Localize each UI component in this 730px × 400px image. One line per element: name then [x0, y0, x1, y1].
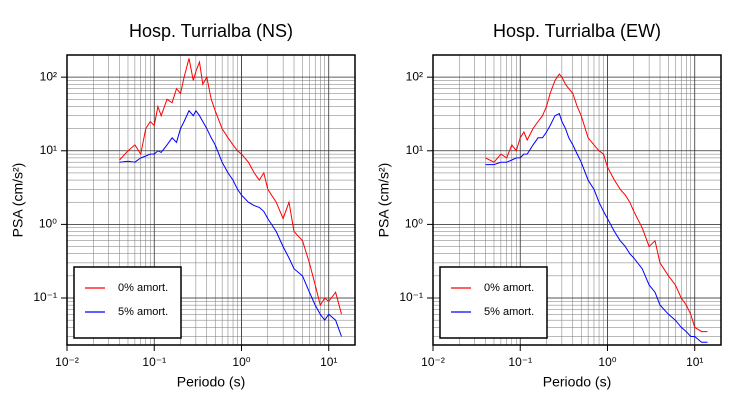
x-axis-label: Periodo (s): [543, 374, 611, 390]
x-tick-label: 10⁻¹: [142, 355, 166, 369]
legend: 0% amort. 5% amort.: [73, 266, 182, 339]
legend-label: 0% amort.: [118, 282, 168, 294]
x-tick-label: 10⁻²: [421, 355, 445, 369]
legend-box: [439, 266, 548, 339]
data-line: [119, 109, 342, 337]
x-tick-label: 10¹: [686, 355, 703, 369]
plot-frame: [432, 54, 722, 346]
x-tick-label: 10⁻²: [55, 355, 79, 369]
x-tick-label: 10¹: [320, 355, 337, 369]
legend-box: [73, 266, 182, 339]
x-axis-label: Periodo (s): [177, 374, 245, 390]
plot-frame: [66, 54, 356, 346]
y-axis-label: PSA (cm/s²): [376, 163, 392, 238]
chart: Hosp. Turrialba (EW) Periodo (s) PSA (cm/s…: [376, 21, 722, 390]
minor-grid: [66, 54, 356, 345]
chart-title: Hosp. Turrialba (EW): [493, 21, 661, 41]
chart-title: Hosp. Turrialba (NS): [129, 21, 293, 41]
legend: 0% amort. 5% amort.: [439, 266, 548, 339]
y-tick-label: 10¹: [40, 143, 57, 157]
y-tick-label: 10¹: [406, 143, 423, 157]
legend-label: 0% amort.: [484, 282, 534, 294]
data-line: [119, 58, 342, 315]
data-line: [485, 112, 708, 343]
y-tick-label: 10²: [406, 69, 423, 83]
data-line: [485, 73, 708, 333]
y-axis-label: PSA (cm/s²): [10, 163, 26, 238]
y-tick-label: 10²: [40, 69, 57, 83]
y-tick-label: 10⁰: [405, 217, 423, 231]
legend-label: 5% amort.: [118, 306, 168, 318]
y-tick-label: 10⁻¹: [33, 290, 57, 304]
chart: Hosp. Turrialba (NS) Periodo (s) PSA (cm/s…: [10, 21, 356, 390]
y-tick-label: 10⁻¹: [399, 290, 423, 304]
x-tick-label: 10⁻¹: [508, 355, 532, 369]
y-tick-label: 10⁰: [39, 217, 57, 231]
x-tick-label: 10⁰: [232, 355, 250, 369]
x-tick-label: 10⁰: [598, 355, 616, 369]
legend-label: 5% amort.: [484, 306, 534, 318]
